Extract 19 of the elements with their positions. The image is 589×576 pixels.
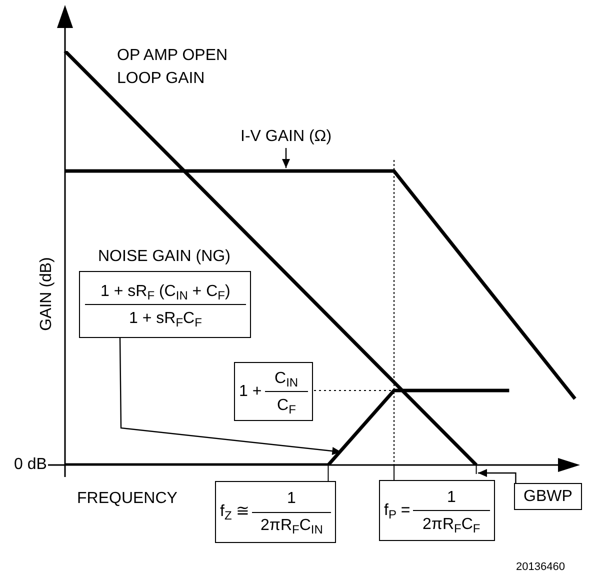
annotation: 1 + xyxy=(239,382,262,400)
text: f$_{Z}$ ≅ xyxy=(220,503,250,523)
annotation: 1 + sR$_{F}$C$_{F}$ xyxy=(129,310,202,330)
series-label: OP AMP OPEN LOOP GAIN xyxy=(117,46,229,89)
text: 0 dB xyxy=(14,456,47,474)
text: 1 xyxy=(447,488,456,506)
text: 1 xyxy=(287,490,296,508)
x-axis-title: FREQUENCY xyxy=(77,490,178,508)
text: 2πR$_{F}$C$_{F}$ xyxy=(422,516,480,536)
annotation: C$_{F}$ xyxy=(277,396,296,416)
annotation: C$_{IN}$ xyxy=(274,370,298,390)
text: 20136460 xyxy=(516,560,565,575)
y-axis-title: GAIN (dB) xyxy=(38,257,56,331)
annotation: NOISE GAIN (NG) xyxy=(98,248,230,266)
series-label: I-V GAIN (Ω) xyxy=(240,128,332,146)
annotation: 1 + sR$_{F}$ (C$_{IN}$ + C$_{F}$) xyxy=(100,282,230,302)
text: 2πR$_{F}$C$_{IN}$ xyxy=(260,517,323,537)
text: f$_{P}$ = xyxy=(384,502,410,522)
text: GBWP xyxy=(524,488,572,506)
